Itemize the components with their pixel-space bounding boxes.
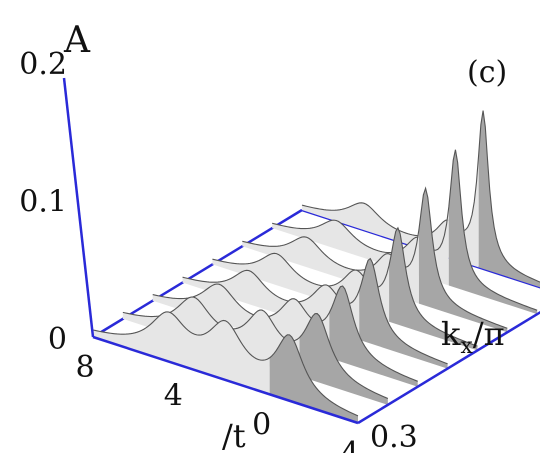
y-axis-title-sub: x	[460, 334, 473, 359]
slice-fill-front	[302, 154, 479, 268]
spectral-curves	[92, 110, 540, 423]
z-tick-label: 0.1	[19, 185, 67, 220]
tick-labels: 00.10.284040.31	[19, 47, 418, 453]
y-axis-title-base: k	[441, 315, 461, 353]
z-tick-label: 0.2	[19, 47, 67, 82]
spectral-curve	[92, 311, 359, 417]
y-axis-title: kx/π	[441, 315, 505, 359]
slice-fill-side	[359, 258, 448, 369]
slice-fill-side	[448, 149, 538, 315]
spectral-curve	[301, 110, 540, 283]
axis-labels: A (c) /t kx/π	[63, 20, 507, 453]
slice-fill-side	[478, 110, 540, 288]
spectral-curve	[242, 186, 508, 329]
x-tick-label: 4	[340, 436, 359, 453]
panel-label: (c)	[467, 55, 507, 90]
spectral-curve	[272, 149, 538, 311]
slice-fill-side	[329, 285, 418, 387]
series-slice	[301, 110, 540, 288]
spectral-curve	[182, 257, 448, 365]
y-axis-title-tail: /π	[473, 315, 505, 353]
slice-fill-side	[299, 313, 388, 405]
spectral-curve	[152, 283, 418, 382]
slice-fill-side	[389, 227, 478, 351]
axes-lines	[62, 77, 540, 425]
spectral-curve	[212, 226, 478, 347]
x-tick-label: 0	[252, 407, 271, 442]
slice-fill-side	[418, 188, 508, 333]
x-tick-label: 8	[75, 350, 94, 385]
amplitude-axis-line	[62, 77, 95, 338]
momentum-axis-line	[357, 310, 540, 425]
z-axis-title: A	[63, 20, 91, 61]
z-tick-label: 0	[48, 322, 67, 357]
k-tick-label: 0.3	[370, 420, 418, 453]
x-tick-label: 4	[164, 379, 183, 414]
x-axis-title: /t	[222, 417, 246, 453]
energy-axis-line	[92, 335, 359, 425]
